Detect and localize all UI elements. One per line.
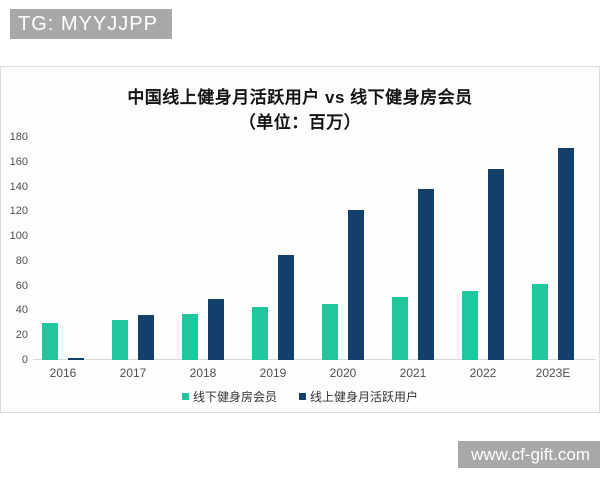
site-watermark-text: www.cf-gift.com	[470, 444, 590, 464]
tg-watermark-badge: TG: MYYJJPP	[10, 9, 172, 39]
site-watermark-badge: www.cf-gift.com	[457, 441, 600, 468]
chart-title: 中国线上健身月活跃用户 vs 线下健身房会员	[127, 88, 473, 107]
legend-marker-icon	[299, 392, 306, 400]
legend-item: 线上健身月活跃用户	[299, 388, 418, 405]
tg-watermark-text: TG: MYYJJPP	[18, 12, 158, 35]
chart-legend: 线下健身房会员 线上健身月活跃用户	[0, 388, 600, 404]
legend-marker-icon	[181, 392, 189, 400]
legend-label: 线下健身房会员	[192, 389, 277, 404]
chart-subtitle: （单位：百万）	[238, 113, 362, 132]
legend-item: 线下健身房会员	[181, 388, 277, 405]
legend-label: 线上健身月活跃用户	[310, 389, 419, 404]
